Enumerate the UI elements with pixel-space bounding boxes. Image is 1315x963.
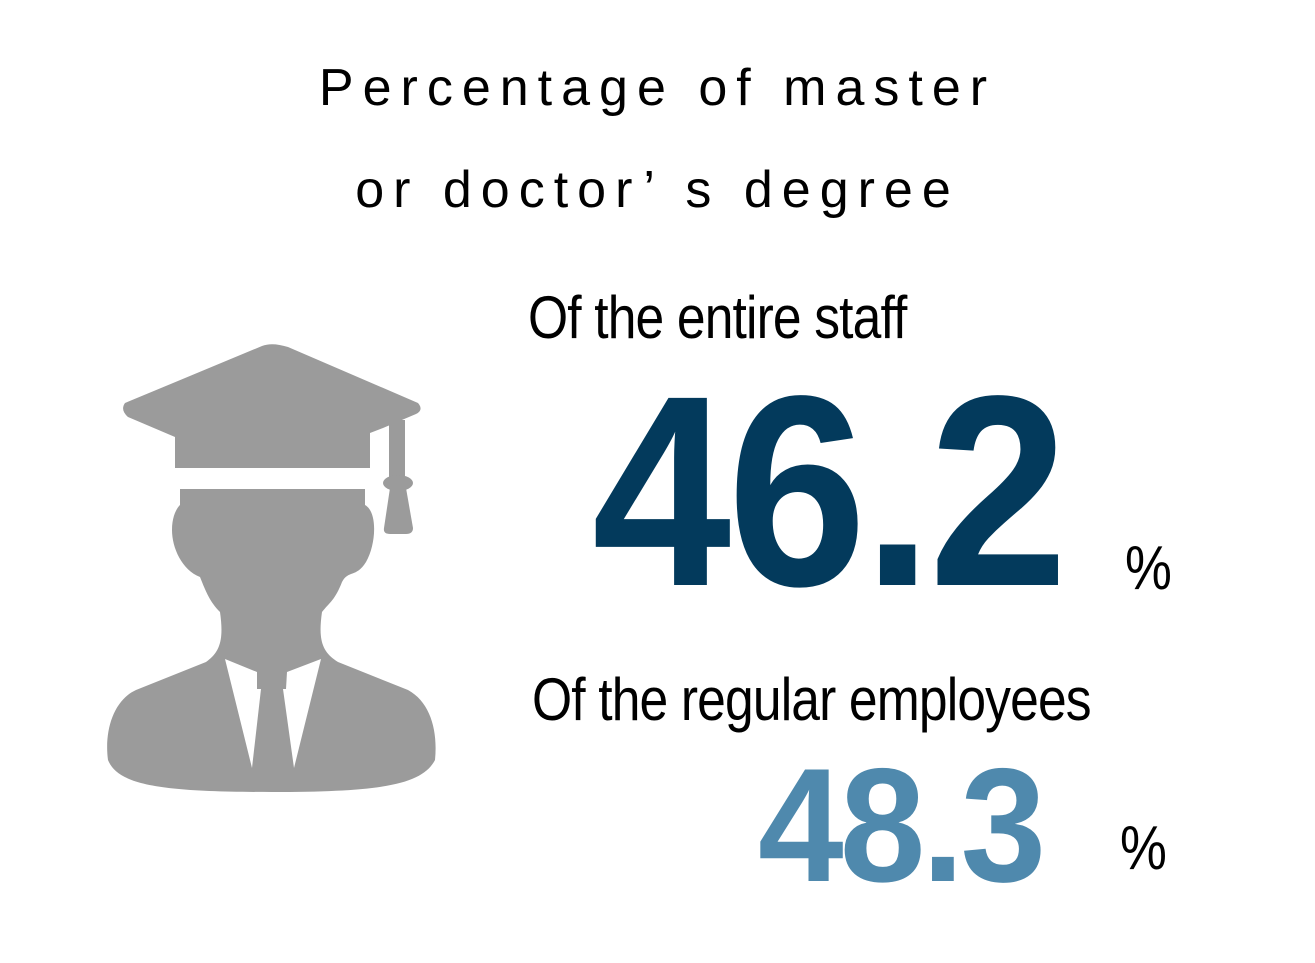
stat-value-entire-staff: 46.2 <box>592 339 1068 643</box>
collar-right <box>283 659 321 768</box>
cap-top <box>123 344 421 468</box>
stat-unit-regular-employees: % <box>1120 814 1167 883</box>
person-body <box>107 489 436 792</box>
tassel-cord <box>389 420 405 480</box>
stat-unit-entire-staff: % <box>1125 534 1172 603</box>
tassel-knob <box>383 475 413 491</box>
stat-label-entire-staff: Of the entire staff <box>528 284 907 351</box>
collar-left <box>225 659 261 768</box>
stat-value-regular-employees: 48.3 <box>758 735 1046 916</box>
tassel <box>383 488 413 534</box>
title-line-2: or doctor’ s degree <box>355 161 960 219</box>
stat-label-regular-employees: Of the regular employees <box>532 666 1092 733</box>
title-line-1: Percentage of master <box>318 59 997 117</box>
